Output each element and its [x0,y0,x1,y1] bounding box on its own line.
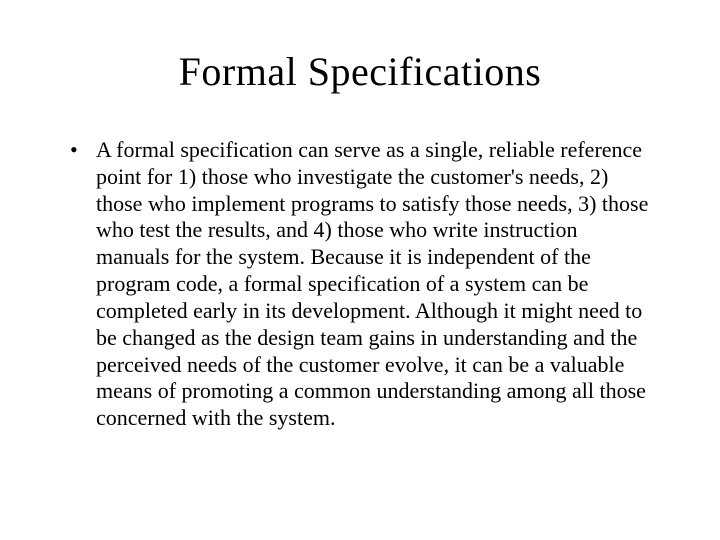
slide: Formal Specifications A formal specifica… [0,0,720,540]
bullet-item: A formal specification can serve as a si… [64,137,650,432]
slide-body-list: A formal specification can serve as a si… [60,137,660,432]
slide-title: Formal Specifications [60,48,660,95]
bullet-text: A formal specification can serve as a si… [96,137,648,430]
